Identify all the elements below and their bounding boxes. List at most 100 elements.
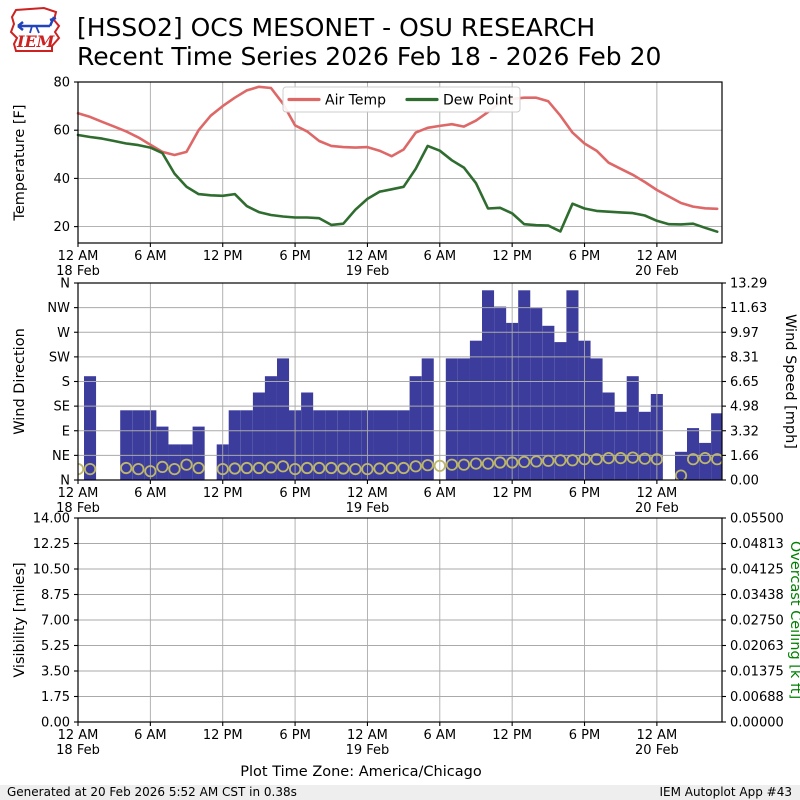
y-tick-label: 3.50 — [41, 665, 70, 680]
wind-speed-bar — [590, 358, 603, 480]
wind-direction-marker — [228, 462, 241, 475]
wind-speed-bars — [84, 290, 722, 480]
wind-speed-bar — [240, 410, 253, 480]
wind-direction-marker — [530, 455, 543, 468]
x-date-label: 19 Feb — [346, 264, 390, 279]
x-date-label: 20 Feb — [635, 743, 679, 758]
x-tick-label: 12 PM — [492, 728, 532, 743]
y-tick-label: 0.02063 — [730, 639, 784, 654]
y-tick-label: W — [57, 326, 70, 341]
wind-speed-bar — [675, 451, 688, 480]
temperature-axis-label: Temperature [F] — [12, 104, 28, 221]
y-tick-label: 10.50 — [33, 563, 70, 578]
wind-direction-marker — [216, 462, 229, 476]
x-tick-label: 6 PM — [279, 728, 310, 743]
y-tick-label: 0.03438 — [730, 588, 784, 603]
wind-direction-marker — [638, 452, 651, 465]
wind-speed-bar — [337, 410, 350, 480]
wind-direction-marker — [542, 454, 555, 467]
legend: Air Temp Dew Point — [282, 86, 521, 113]
wind-speed-bar — [699, 442, 712, 480]
wind-speed-bar — [626, 376, 639, 480]
panel-border — [77, 81, 723, 244]
x-tick-label: 12 PM — [203, 728, 243, 743]
air-temp-line — [76, 85, 719, 211]
wind-direction-marker — [590, 453, 603, 466]
y-tick-label: E — [62, 424, 70, 439]
wind-speed-bar — [373, 410, 386, 480]
legend-label-1: Air Temp — [325, 93, 386, 109]
x-tick-label: 6 AM — [134, 486, 167, 501]
dew-point-line — [76, 133, 719, 233]
x-tick-label: 6 PM — [279, 486, 310, 501]
x-date-label: 18 Feb — [56, 743, 100, 758]
y-tick-label: NW — [47, 301, 70, 316]
wind-direction-marker — [264, 461, 278, 474]
y-tick-label: 60 — [53, 124, 70, 139]
wind-direction-marker — [168, 462, 181, 476]
wind-speed-bar — [301, 392, 314, 480]
y-tick-label: 0.05500 — [730, 512, 784, 527]
legend-label-2: Dew Point — [443, 93, 514, 109]
app-credit-text: IEM Autoplot App #43 — [659, 785, 792, 799]
x-tick-label: 12 AM — [636, 728, 677, 743]
wind-direction-marker — [457, 458, 470, 471]
x-date-label: 20 Feb — [635, 501, 679, 516]
x-tick-label: 6 PM — [569, 486, 600, 501]
wind-direction-marker — [626, 451, 639, 464]
x-tick-label: 12 PM — [203, 249, 243, 264]
wind-speed-bar — [638, 411, 651, 480]
y-tick-label: 8.75 — [41, 588, 70, 603]
wind-direction-marker — [156, 460, 169, 473]
y-tick-label: 40 — [53, 172, 70, 187]
wind-speed-bar — [711, 413, 722, 480]
y-tick-label: 1.66 — [730, 449, 759, 464]
wind-speed-bar — [397, 410, 410, 480]
wind-speed-bar — [349, 410, 362, 480]
wind-speed-bar — [385, 410, 398, 480]
wind-speed-bar — [132, 410, 145, 480]
x-tick-label: 6 PM — [569, 249, 600, 264]
y-tick-label: 0.01375 — [730, 665, 784, 680]
wind-direction-marker — [397, 461, 410, 475]
generated-at-text: Generated at 20 Feb 2026 5:52 AM CST in … — [7, 785, 297, 799]
wind-speed-bar — [325, 410, 338, 480]
iem-logo: IEM — [9, 6, 61, 52]
wind-direction-marker — [84, 462, 97, 476]
wind-speed-bar — [602, 392, 615, 480]
y-tick-label: 0.04813 — [730, 537, 784, 552]
footer-bar: Generated at 20 Feb 2026 5:52 AM CST in … — [0, 785, 800, 800]
wind-direction-marker — [481, 457, 495, 470]
y-tick-label: 20 — [53, 220, 70, 235]
wind-direction-marker — [288, 462, 302, 476]
x-tick-label: 12 AM — [58, 486, 99, 501]
wind-speed-bar — [180, 444, 193, 480]
timezone-label: Plot Time Zone: America/Chicago — [240, 764, 482, 780]
y-tick-label: 4.98 — [730, 400, 759, 415]
y-tick-label: 80 — [53, 76, 70, 91]
wind-direction-marker — [240, 461, 253, 475]
wind-direction-marker — [373, 462, 386, 475]
y-tick-label: N — [60, 277, 70, 292]
y-tick-label: 8.31 — [730, 350, 759, 365]
wind-direction-marker — [120, 461, 133, 475]
wind-direction-marker — [518, 455, 531, 468]
wind-direction-marker — [698, 451, 712, 465]
visibility-panel: 14.0012.2510.508.757.005.253.501.750.000… — [12, 512, 800, 759]
wind-direction-marker — [493, 456, 507, 469]
wind-speed-bar — [168, 444, 181, 480]
wind-speed-bar — [264, 376, 277, 480]
x-tick-label: 12 AM — [347, 728, 388, 743]
y-tick-label: 0.00 — [41, 716, 70, 731]
wind-speed-bar — [614, 411, 627, 480]
x-tick-label: 6 AM — [424, 486, 457, 501]
iowa-outline — [9, 6, 61, 52]
wind-direction-marker — [711, 453, 722, 466]
y-tick-label: 0.00 — [730, 474, 759, 489]
y-tick-label: 5.25 — [41, 639, 70, 654]
wind-direction-marker — [132, 462, 145, 476]
wind-speed-bar — [554, 342, 567, 480]
wind-direction-marker — [325, 461, 338, 475]
